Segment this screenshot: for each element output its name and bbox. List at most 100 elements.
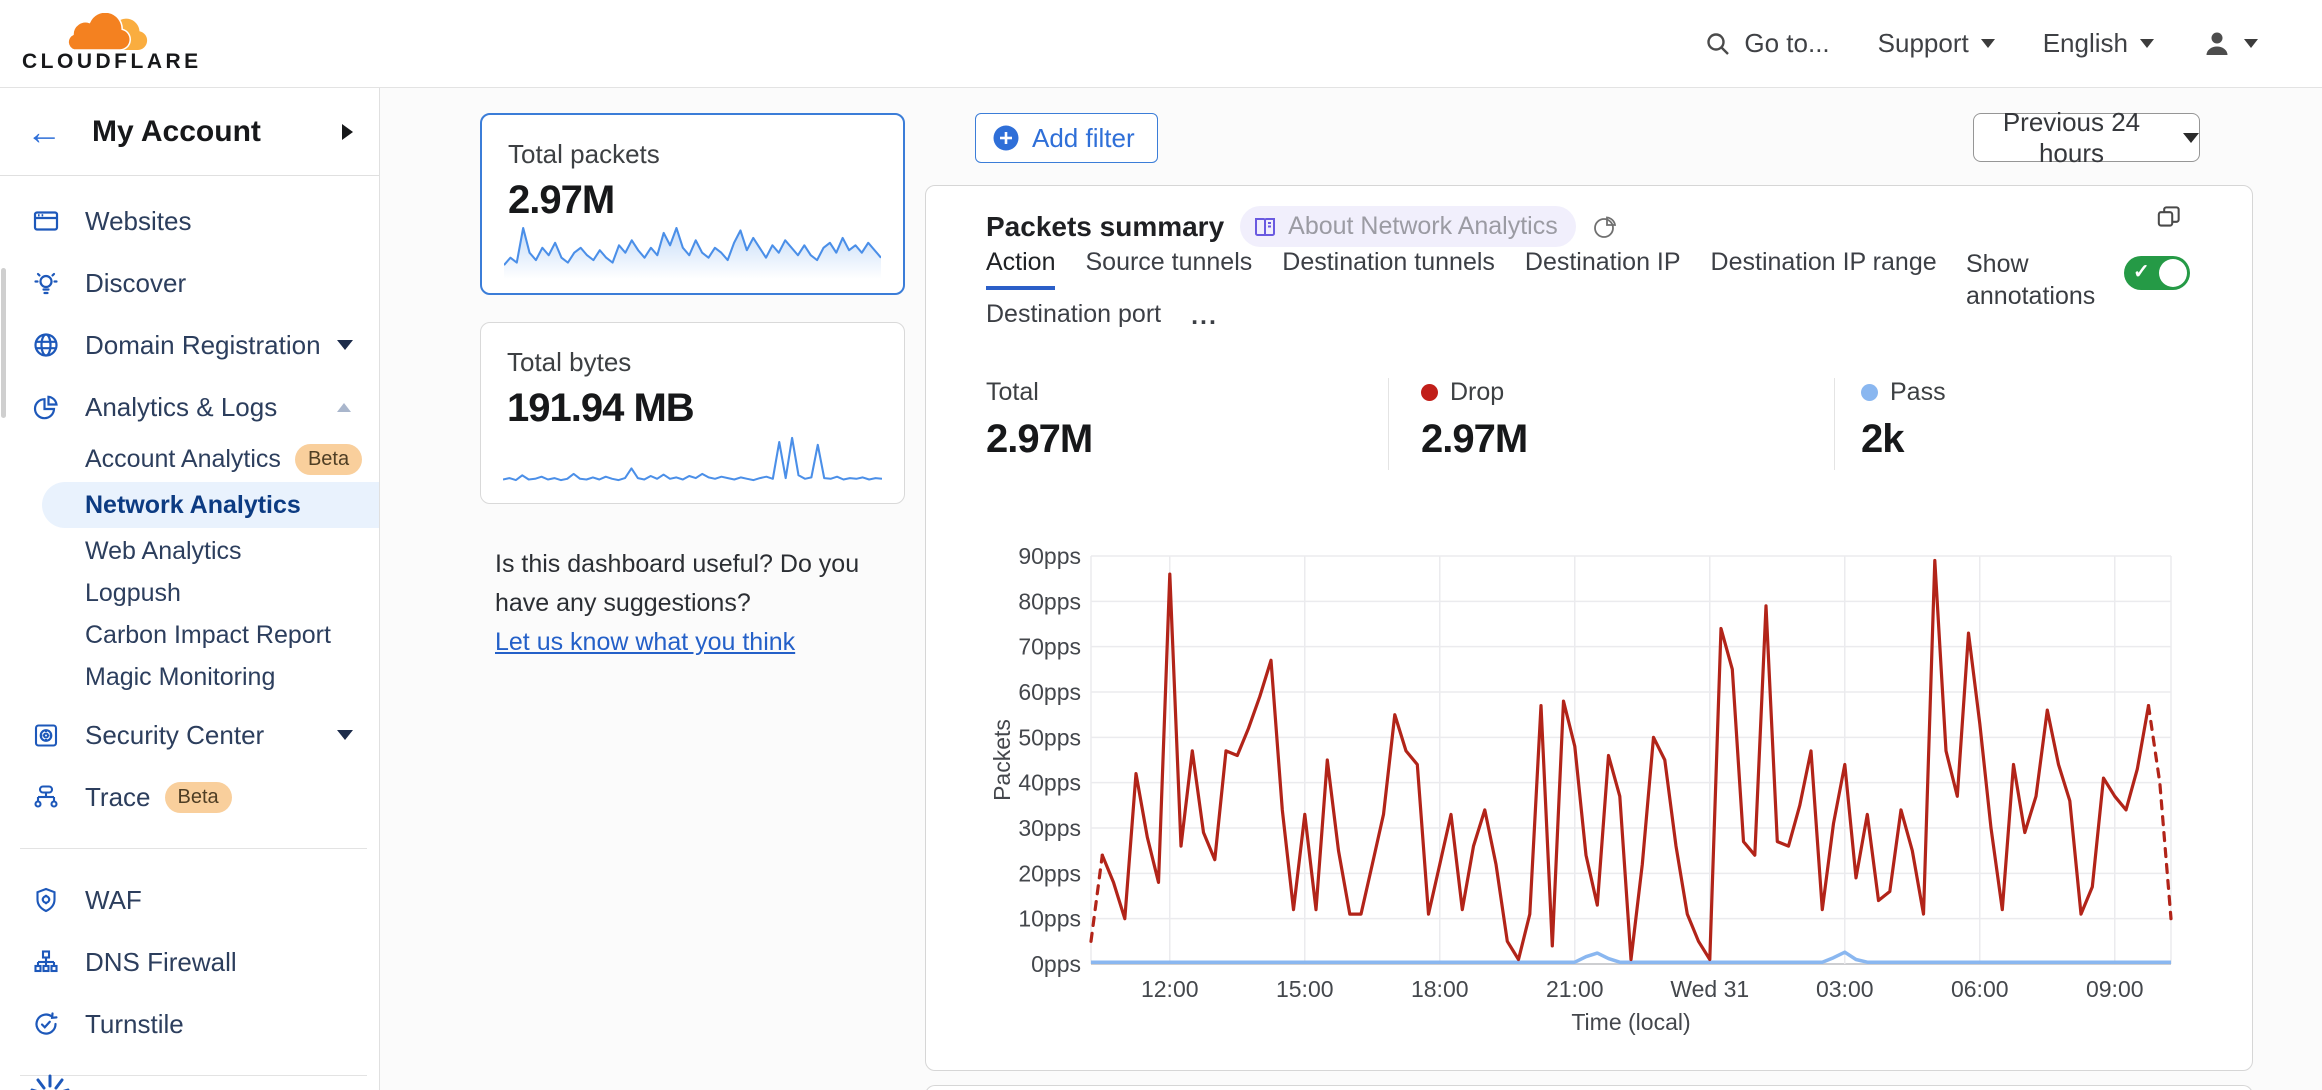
sidebar-divider bbox=[20, 1075, 367, 1076]
sidebar-item-web-analytics[interactable]: Web Analytics bbox=[0, 530, 379, 572]
svg-text:Wed 31: Wed 31 bbox=[1670, 976, 1749, 1002]
show-annotations-label: Show annotations bbox=[1966, 250, 2096, 310]
sidebar-item-label: Analytics & Logs bbox=[85, 391, 278, 422]
about-network-analytics-badge[interactable]: About Network Analytics bbox=[1240, 206, 1576, 247]
tab-destination-ip-range[interactable]: Destination IP range bbox=[1710, 248, 1937, 276]
check-icon: ✓ bbox=[2133, 261, 2150, 283]
card-value: 2.97M bbox=[508, 178, 615, 222]
sidebar-item-trace[interactable]: Trace Beta bbox=[0, 766, 379, 828]
chevron-down-icon bbox=[337, 340, 353, 350]
packets-sparkline bbox=[503, 217, 882, 279]
sidebar-item-turnstile[interactable]: Turnstile bbox=[0, 993, 379, 1055]
sidebar-item-label: Magic Monitoring bbox=[85, 662, 276, 691]
add-filter-button[interactable]: Add filter bbox=[975, 113, 1158, 163]
main-content: Total packets 2.97M Total bytes 191.94 M… bbox=[380, 88, 2322, 1090]
tab-destination-tunnels[interactable]: Destination tunnels bbox=[1282, 248, 1495, 276]
svg-text:09:00: 09:00 bbox=[2086, 976, 2144, 1002]
stat-divider bbox=[1834, 378, 1835, 470]
svg-text:70pps: 70pps bbox=[1018, 634, 1081, 660]
stat-label: Total bbox=[986, 378, 1039, 406]
chevron-right-icon[interactable] bbox=[342, 123, 353, 140]
more-tabs-icon[interactable]: ... bbox=[1191, 301, 1218, 330]
svg-text:30pps: 30pps bbox=[1018, 815, 1081, 841]
sidebar-item-label: Account Analytics bbox=[85, 444, 281, 473]
tab-destination-ip[interactable]: Destination IP bbox=[1524, 248, 1681, 276]
dimension-tabs-row2: Destination port... bbox=[986, 300, 1218, 338]
sidebar-item-discover[interactable]: Discover bbox=[0, 252, 379, 314]
chevron-up-icon bbox=[337, 402, 351, 412]
sidebar-item-logpush[interactable]: Logpush bbox=[0, 572, 379, 614]
time-range-label: Previous 24 hours bbox=[2002, 106, 2141, 168]
sidebar-item-label: Web Analytics bbox=[85, 536, 242, 565]
back-arrow-icon[interactable]: ← bbox=[26, 110, 62, 152]
account-menu[interactable] bbox=[2202, 29, 2258, 59]
sidebar-item-network-analytics[interactable]: Network Analytics bbox=[42, 482, 379, 528]
toggle-knob bbox=[2159, 259, 2187, 287]
sidebar-item-analytics-logs[interactable]: Analytics & Logs bbox=[0, 376, 379, 438]
support-label: Support bbox=[1877, 28, 1969, 58]
sidebar-item-domain-registration[interactable]: Domain Registration bbox=[0, 314, 379, 376]
sidebar-item-dns-firewall[interactable]: DNS Firewall bbox=[0, 931, 379, 993]
sidebar-item-label: Security Center bbox=[85, 719, 265, 750]
card-value: 191.94 MB bbox=[507, 386, 695, 430]
stat-divider bbox=[1388, 378, 1389, 470]
cloudflare-logo[interactable]: CLOUDFLARE bbox=[22, 13, 198, 74]
language-menu[interactable]: English bbox=[2043, 28, 2154, 59]
support-menu[interactable]: Support bbox=[1878, 28, 1995, 59]
show-annotations-toggle[interactable]: ✓ bbox=[2124, 256, 2190, 290]
sidebar-item-security-center[interactable]: Security Center bbox=[0, 704, 379, 766]
dimension-tabs: Action Source tunnels Destination tunnels D… bbox=[986, 248, 1937, 290]
about-badge-label: About Network Analytics bbox=[1288, 212, 1558, 240]
cloudflare-cloud-icon bbox=[67, 13, 148, 51]
tab-destination-port[interactable]: Destination port bbox=[986, 300, 1162, 328]
chevron-down-icon bbox=[2183, 132, 2199, 143]
stat-pass: Pass 2k bbox=[1861, 378, 1946, 462]
svg-text:18:00: 18:00 bbox=[1411, 976, 1469, 1002]
svg-text:12:00: 12:00 bbox=[1141, 976, 1199, 1002]
chevron-down-icon bbox=[337, 730, 353, 740]
sidebar-item-magic-monitoring[interactable]: Magic Monitoring bbox=[0, 656, 379, 698]
svg-text:06:00: 06:00 bbox=[1951, 976, 2009, 1002]
sidebar-scrollbar[interactable] bbox=[1, 268, 6, 418]
safe-icon bbox=[32, 721, 60, 749]
network-tree-icon bbox=[32, 948, 60, 976]
stat-label: Pass bbox=[1890, 378, 1946, 406]
chevron-down-icon bbox=[1980, 39, 1995, 48]
svg-text:03:00: 03:00 bbox=[1816, 976, 1874, 1002]
svg-text:40pps: 40pps bbox=[1018, 770, 1081, 796]
sidebar-item-label: Logpush bbox=[85, 578, 181, 607]
sidebar-item-label: WAF bbox=[85, 884, 142, 915]
sidebar-item-label: Websites bbox=[85, 205, 192, 236]
panel-title: Packets summary bbox=[986, 210, 1225, 242]
sidebar-item-carbon-impact-report[interactable]: Carbon Impact Report bbox=[0, 614, 379, 656]
svg-text:80pps: 80pps bbox=[1018, 588, 1081, 614]
burst-icon bbox=[30, 1074, 70, 1090]
stat-value: 2.97M bbox=[1421, 417, 1528, 461]
tab-action[interactable]: Action bbox=[986, 248, 1056, 290]
sidebar-item-account-analytics[interactable]: Account Analytics Beta bbox=[0, 438, 379, 480]
expand-panel-icon[interactable] bbox=[2154, 202, 2184, 237]
cloudflare-wordmark: CLOUDFLARE bbox=[22, 50, 202, 73]
series-dot bbox=[1421, 384, 1438, 401]
feedback-link[interactable]: Let us know what you think bbox=[495, 627, 796, 656]
svg-text:60pps: 60pps bbox=[1018, 679, 1081, 705]
sidebar-item-waf[interactable]: WAF bbox=[0, 869, 379, 931]
sidebar-item-websites[interactable]: Websites bbox=[0, 190, 379, 252]
search-icon bbox=[1707, 32, 1730, 55]
partial-nav-item[interactable] bbox=[30, 1074, 74, 1090]
stat-drop: Drop 2.97M bbox=[1421, 378, 1528, 462]
sidebar-divider bbox=[20, 848, 367, 849]
packets-chart: 0pps 10pps 20pps 30pps 40pps 50pps 60pps 70pps 8… bbox=[989, 543, 2173, 1035]
total-bytes-card[interactable]: Total bytes 191.94 MB bbox=[480, 322, 905, 504]
svg-text:50pps: 50pps bbox=[1018, 724, 1081, 750]
total-packets-card[interactable]: Total packets 2.97M bbox=[480, 113, 905, 295]
beta-badge: Beta bbox=[164, 781, 232, 813]
lightbulb-icon bbox=[32, 269, 60, 297]
stat-value: 2k bbox=[1861, 417, 1904, 461]
time-range-button[interactable]: Previous 24 hours bbox=[1973, 107, 2200, 168]
svg-text:21:00: 21:00 bbox=[1546, 976, 1604, 1002]
go-to-search[interactable]: Go to... bbox=[1704, 28, 1830, 59]
time-pie-icon[interactable] bbox=[1592, 214, 1618, 240]
sidebar: ← My Account Websites Discover Domain Regi… bbox=[0, 88, 380, 1090]
tab-source-tunnels[interactable]: Source tunnels bbox=[1085, 248, 1253, 276]
